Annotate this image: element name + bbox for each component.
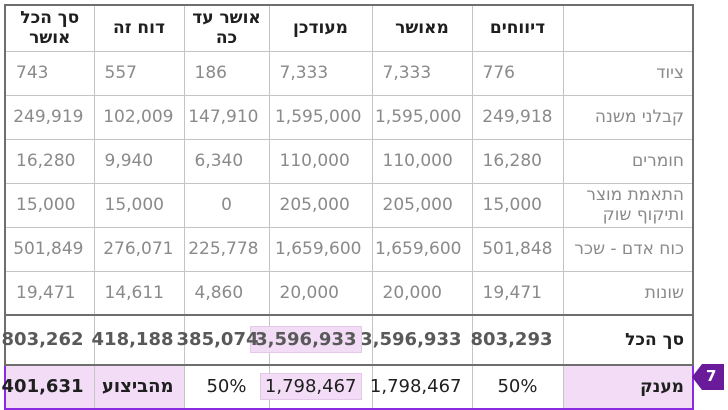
cell-approved-to-date: 6,340 xyxy=(183,138,270,184)
row-label: ציוד xyxy=(562,50,694,96)
table-row: קבלני משנה 249,918 1,595,000 1,595,000 1… xyxy=(4,94,694,140)
row-label: התאמת מוצר ותיקוף שוק xyxy=(562,182,694,228)
total-updated: 3,596,933 xyxy=(250,314,373,366)
cell-updated: 20,000 xyxy=(268,270,373,316)
cell-approved: 110,000 xyxy=(371,138,473,184)
total-approved-to-date: 385,074 xyxy=(177,314,270,366)
grant-row: מענק 50% 1,798,467 1,798,467 50% מהביצוע… xyxy=(2,364,694,410)
header-total-approved: סך הכל אושר xyxy=(4,4,95,52)
cell-total-approved: 249,919 xyxy=(4,94,95,140)
header-reports: דיווחים xyxy=(471,4,564,52)
cell-reports: 19,471 xyxy=(471,270,564,316)
grant-total-approved: 401,631 xyxy=(2,364,95,410)
badge-arrow-icon xyxy=(692,364,724,390)
cell-updated: 1,595,000 xyxy=(268,94,373,140)
row-number-badge: 7 xyxy=(692,364,724,390)
cell-approved-to-date: 4,860 xyxy=(183,270,270,316)
total-label: סך הכל xyxy=(562,314,694,366)
budget-table: דיווחים מאושר מעודכן אושר עד כה דוח זה ס… xyxy=(2,4,694,410)
cell-approved: 205,000 xyxy=(371,182,473,228)
cell-approved-to-date: 147,910 xyxy=(183,94,270,140)
cell-updated: 110,000 xyxy=(268,138,373,184)
cell-reports: 776 xyxy=(471,50,564,96)
cell-total-approved: 16,280 xyxy=(4,138,95,184)
row-label: כוח אדם - שכר xyxy=(562,226,694,272)
total-approved-budget: 3,596,933 xyxy=(360,314,473,366)
header-approved-to-date: אושר עד כה xyxy=(183,4,270,52)
grant-label: מענק xyxy=(562,364,694,410)
cell-total-approved: 15,000 xyxy=(4,182,95,228)
cell-this-report: 276,071 xyxy=(93,226,185,272)
grant-approved: 1,798,467 xyxy=(370,364,473,410)
cell-this-report: 15,000 xyxy=(93,182,185,228)
cell-this-report: 9,940 xyxy=(93,138,185,184)
cell-approved: 20,000 xyxy=(371,270,473,316)
total-this-report: 418,188 xyxy=(92,314,185,366)
cell-approved-to-date: 186 xyxy=(183,50,270,96)
table-row: התאמת מוצר ותיקוף שוק 15,000 205,000 205… xyxy=(4,182,694,228)
header-updated: מעודכן xyxy=(268,4,373,52)
total-updated-value: 3,596,933 xyxy=(250,326,362,353)
cell-reports: 15,000 xyxy=(471,182,564,228)
grant-updated: 1,798,467 xyxy=(259,364,373,410)
grant-this-report: מהביצוע xyxy=(93,364,185,410)
cell-reports: 501,848 xyxy=(471,226,564,272)
row-label: קבלני משנה xyxy=(562,94,694,140)
table-row: ציוד 776 7,333 7,333 186 557 743 xyxy=(4,50,694,96)
cell-reports: 249,918 xyxy=(471,94,564,140)
cell-this-report: 557 xyxy=(93,50,185,96)
cell-this-report: 102,009 xyxy=(93,94,185,140)
cell-total-approved: 501,849 xyxy=(4,226,95,272)
header-category xyxy=(562,4,694,52)
table-row: שונות 19,471 20,000 20,000 4,860 14,611 … xyxy=(4,270,694,316)
table-row: חומרים 16,280 110,000 110,000 6,340 9,94… xyxy=(4,138,694,184)
row-label: שונות xyxy=(562,270,694,316)
cell-approved-to-date: 225,778 xyxy=(183,226,270,272)
row-label: חומרים xyxy=(562,138,694,184)
cell-approved: 1,595,000 xyxy=(371,94,473,140)
cell-total-approved: 19,471 xyxy=(4,270,95,316)
cell-updated: 205,000 xyxy=(268,182,373,228)
cell-this-report: 14,611 xyxy=(93,270,185,316)
cell-updated: 7,333 xyxy=(268,50,373,96)
header-approved: מאושר xyxy=(371,4,473,52)
header-this-report: דוח זה xyxy=(93,4,185,52)
cell-approved: 7,333 xyxy=(371,50,473,96)
cell-approved-to-date: 0 xyxy=(183,182,270,228)
cell-approved: 1,659,600 xyxy=(371,226,473,272)
badge-number: 7 xyxy=(706,367,717,385)
table-row: כוח אדם - שכר 501,848 1,659,600 1,659,60… xyxy=(4,226,694,272)
cell-total-approved: 743 xyxy=(4,50,95,96)
grant-approved-to-date: 50% xyxy=(183,364,270,410)
grant-updated-value: 1,798,467 xyxy=(259,373,362,400)
total-total-approved: 803,262 xyxy=(2,314,95,366)
grant-reports: 50% xyxy=(471,364,564,410)
total-row: סך הכל 803,293 3,596,933 3,596,933 385,0… xyxy=(2,314,694,366)
cell-updated: 1,659,600 xyxy=(268,226,373,272)
total-reports: 803,293 xyxy=(471,314,564,366)
cell-reports: 16,280 xyxy=(471,138,564,184)
header-row: דיווחים מאושר מעודכן אושר עד כה דוח זה ס… xyxy=(4,4,694,52)
